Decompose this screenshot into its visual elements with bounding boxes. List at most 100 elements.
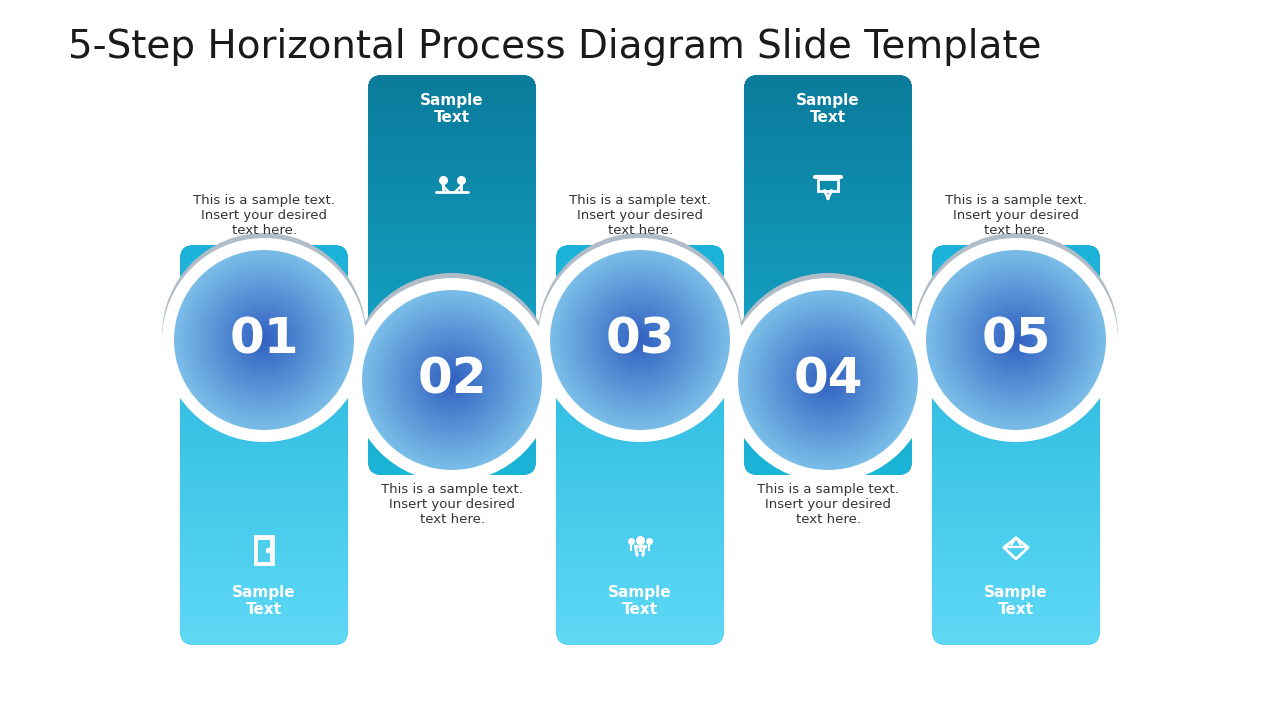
Bar [180,315,348,318]
Circle shape [554,254,726,426]
Circle shape [813,365,842,395]
Bar [556,325,724,328]
Bar [369,78,536,81]
Circle shape [244,321,283,359]
Bar [744,161,911,165]
Bar [369,374,536,378]
Circle shape [1007,331,1025,349]
Bar [369,398,536,402]
Circle shape [187,264,340,416]
Circle shape [804,356,851,404]
Circle shape [987,311,1046,369]
Bar [556,595,724,598]
Bar [180,548,348,552]
Bar [556,485,724,488]
Bar [932,642,1100,645]
Circle shape [797,350,859,410]
Bar [744,321,911,325]
Circle shape [787,340,869,420]
Circle shape [401,328,504,432]
Bar [744,88,911,91]
Bar [180,611,348,615]
Bar [556,301,724,305]
Circle shape [571,271,709,409]
Circle shape [429,356,476,404]
Bar [369,211,536,215]
Bar [744,174,911,179]
Bar [369,271,536,275]
Bar [744,282,911,285]
Circle shape [942,266,1091,414]
Circle shape [794,345,863,415]
Circle shape [980,304,1052,376]
Bar [556,488,724,492]
Bar [932,578,1100,582]
Circle shape [988,312,1044,368]
Bar [369,258,536,261]
Bar [744,408,911,412]
Bar [932,282,1100,285]
Circle shape [243,319,285,361]
Circle shape [957,282,1074,398]
Circle shape [937,261,1094,419]
Bar [744,468,911,472]
Circle shape [236,312,292,368]
Circle shape [742,294,914,466]
Bar [744,311,911,315]
Bar [932,608,1100,612]
Circle shape [183,259,346,421]
Circle shape [979,303,1053,377]
Bar [744,368,911,372]
Bar [744,431,911,435]
Bar [556,538,724,541]
Bar [556,552,724,555]
Circle shape [538,238,742,442]
Circle shape [995,319,1037,361]
Circle shape [416,344,488,416]
Bar [556,408,724,412]
Bar [556,374,724,378]
Bar [932,508,1100,512]
Circle shape [975,300,1056,380]
Bar [744,151,911,155]
Circle shape [1000,323,1033,357]
Bar [744,328,911,332]
Circle shape [221,297,307,383]
Bar [180,441,348,445]
Circle shape [206,282,323,398]
Bar [556,444,724,449]
Bar [932,318,1100,322]
Circle shape [790,342,867,418]
Text: Sample
Text: Sample Text [796,93,860,125]
Bar [744,471,911,475]
Bar [932,585,1100,588]
Circle shape [421,348,484,412]
Circle shape [598,298,682,382]
Bar [369,238,536,242]
Circle shape [431,360,472,400]
Bar [556,554,724,558]
Bar [180,338,348,342]
Bar [369,311,536,315]
Bar [932,462,1100,465]
Bar [744,192,911,195]
Bar [932,438,1100,441]
Bar [180,508,348,512]
Bar [744,245,911,248]
Bar [932,528,1100,531]
Circle shape [212,288,316,392]
Bar [369,198,536,202]
Circle shape [617,318,663,362]
Circle shape [763,315,893,445]
Bar [556,358,724,361]
Bar [180,608,348,612]
Circle shape [260,336,269,344]
Bar [180,418,348,422]
Circle shape [984,308,1047,372]
Bar [556,261,724,265]
Circle shape [573,274,707,406]
Circle shape [202,278,326,402]
Bar [369,208,536,212]
Circle shape [986,310,1046,370]
Bar [180,251,348,255]
